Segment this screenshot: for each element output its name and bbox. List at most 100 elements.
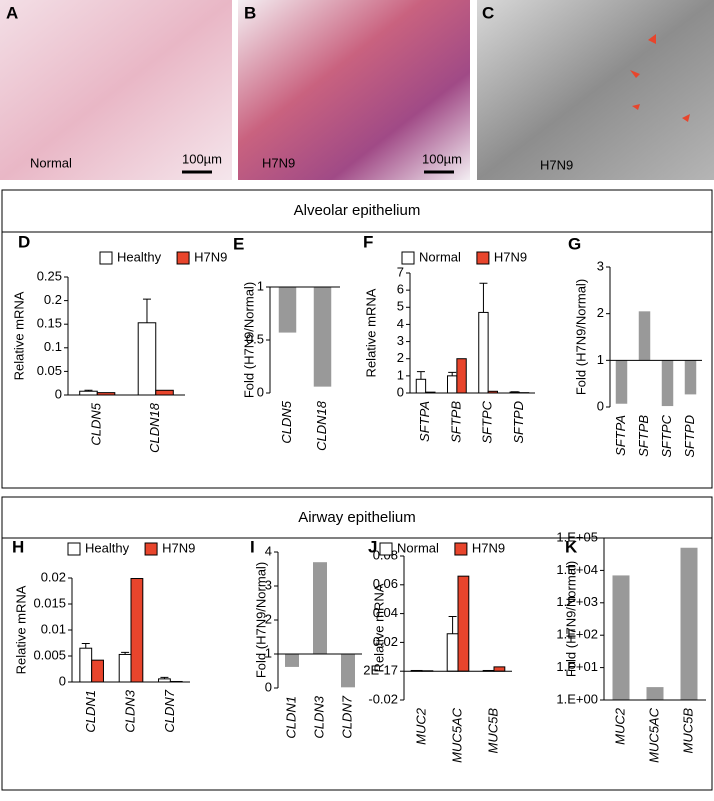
x-tick-label: SFTPD [511,401,526,444]
bar [131,579,143,682]
y-tick-label: 6 [397,282,404,297]
y-tick-label: 1.E+01 [556,659,598,674]
legend-label: Normal [397,540,439,555]
bar [662,360,674,406]
y-tick-label: 0.02 [373,634,398,649]
y-tick-label: 0.04 [373,605,398,620]
y-tick-label: 0.02 [41,569,66,584]
y-axis-label: Relative mRNA [11,291,26,380]
y-tick-label: 0.2 [44,292,62,307]
x-tick-label: SFTPC [480,400,495,443]
x-tick-label: SFTPA [417,401,432,442]
x-tick-label: MUC5AC [646,707,661,763]
panel-letter: H [12,537,24,556]
x-tick-label: MUC2 [612,707,627,745]
panel-letter: A [6,3,18,22]
y-tick-label: 0 [55,386,62,401]
y-tick-label: 0 [597,398,604,413]
scale-label: 100µm [422,151,462,166]
section-box [2,190,712,488]
bar [613,575,630,700]
y-tick-label: 0.05 [37,363,62,378]
panel-letter: F [363,232,373,251]
x-tick-label: MUC5B [680,708,695,754]
y-tick-label: 7 [397,264,404,279]
y-tick-label: 0 [265,679,272,694]
x-tick-label: SFTPD [682,415,697,458]
legend-swatch [455,543,467,555]
bar [479,312,488,393]
x-tick-label: CLDN18 [147,402,162,453]
bar [80,391,98,395]
y-tick-label: 0.01 [41,621,66,636]
bar [448,376,457,393]
y-tick-label: 0 [257,384,264,399]
y-tick-label: 2 [265,611,272,626]
bar [279,287,297,333]
y-tick-label: 3 [397,333,404,348]
y-tick-label: -0.02 [368,691,398,706]
scale-label: 100µm [182,151,222,166]
bar [119,654,131,682]
panel-letter: C [482,3,494,22]
bar [156,390,174,395]
legend-label: Healthy [85,540,130,555]
image-caption: H7N9 [540,157,573,172]
panel-letter: D [18,232,30,251]
legend-label: Normal [419,249,461,264]
legend-swatch [477,252,489,264]
panel-letter: E [233,234,244,253]
x-tick-label: MUC2 [413,707,428,745]
x-tick-label: SFTPB [636,415,651,457]
x-tick-label: CLDN7 [162,689,177,732]
x-tick-label: SFTPA [613,415,628,456]
bar [681,548,698,700]
bar [285,654,299,667]
micrograph [477,0,714,180]
x-tick-label: CLDN1 [83,690,98,733]
error-bar [417,372,425,380]
y-tick-label: 0.5 [246,331,264,346]
bar [457,359,466,393]
error-bar [449,616,457,633]
y-tick-label: 0.1 [44,339,62,354]
y-axis-label: Relative mRNA [371,583,386,672]
panel-letter: B [244,3,256,22]
bar [494,667,505,671]
image-caption: H7N9 [262,155,295,170]
legend-label: H7N9 [472,540,505,555]
y-tick-label: 4 [397,316,404,331]
x-tick-label: CLDN3 [122,689,137,732]
x-tick-label: CLDN5 [279,400,294,443]
y-tick-label: 0.015 [33,595,66,610]
y-tick-label: 0 [59,673,66,688]
bar [313,562,327,654]
bar [685,360,697,394]
y-tick-label: 3 [597,258,604,273]
y-tick-label: 2 [397,350,404,365]
image-caption: Normal [30,155,72,170]
x-tick-label: CLDN18 [314,400,329,451]
legend-swatch [68,543,80,555]
y-tick-label: 0.06 [373,576,398,591]
bar [647,687,664,700]
y-tick-label: 5 [397,299,404,314]
legend-swatch [145,543,157,555]
error-bar [82,644,90,649]
bar [80,648,92,682]
legend-label: H7N9 [194,249,227,264]
y-tick-label: 1 [257,278,264,293]
panel-letter: I [250,537,255,556]
bar [458,576,469,671]
y-tick-label: 1 [597,352,604,367]
x-tick-label: MUC5AC [449,707,464,763]
y-tick-label: 4 [265,543,272,558]
y-tick-label: 1.E+04 [556,562,598,577]
y-tick-label: 1 [265,645,272,660]
bar [616,360,628,403]
x-tick-label: CLDN5 [89,402,104,445]
bar [416,379,425,393]
y-tick-label: 1.E+05 [556,529,598,544]
error-bar [479,283,487,312]
